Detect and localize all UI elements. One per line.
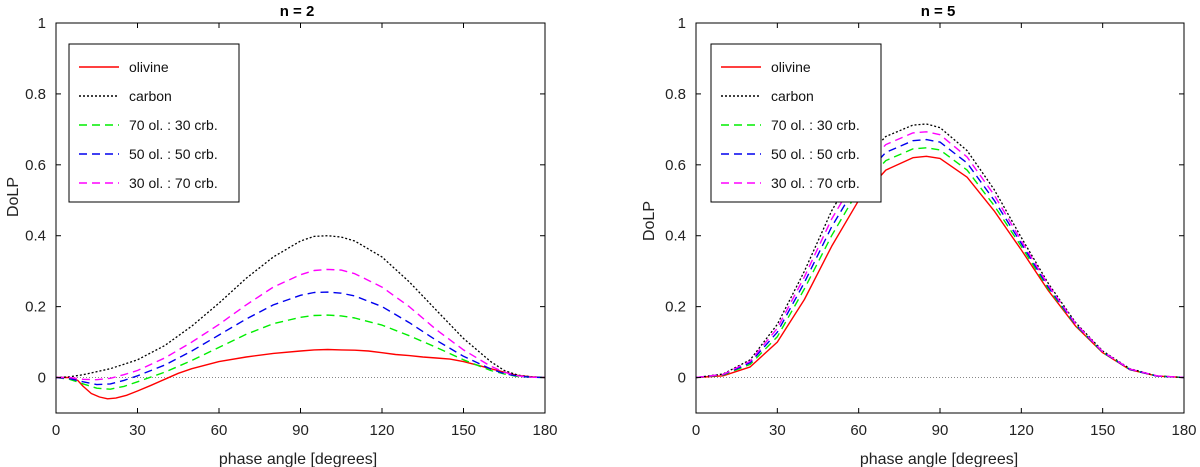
x-tick-label: 180 bbox=[532, 422, 557, 439]
y-tick-label: 1 bbox=[678, 15, 686, 32]
y-tick-label: 1 bbox=[38, 15, 46, 32]
x-tick-label: 120 bbox=[369, 422, 394, 439]
legend-label: olivine bbox=[771, 59, 811, 75]
y-tick-label: 0.6 bbox=[25, 157, 46, 174]
y-tick-label: 0.8 bbox=[25, 86, 46, 103]
chart-title: n = 5 bbox=[921, 3, 956, 20]
x-tick-label: 150 bbox=[1090, 422, 1115, 439]
x-tick-label: 150 bbox=[451, 422, 476, 439]
legend-label: 50 ol. : 50 crb. bbox=[129, 146, 218, 162]
series-line-2 bbox=[55, 314, 546, 390]
legend-label: 70 ol. : 30 crb. bbox=[129, 117, 218, 133]
x-tick-label: 90 bbox=[292, 422, 309, 439]
y-tick-label: 0 bbox=[678, 370, 686, 387]
legend-label: olivine bbox=[129, 59, 169, 75]
y-tick-label: 0.2 bbox=[25, 299, 46, 316]
legend-box bbox=[68, 43, 240, 203]
x-tick-label: 60 bbox=[850, 422, 867, 439]
legend-label: carbon bbox=[771, 88, 814, 104]
y-tick-label: 0.2 bbox=[665, 299, 686, 316]
legend-label: 30 ol. : 70 crb. bbox=[771, 175, 860, 191]
y-tick-label: 0.4 bbox=[665, 228, 686, 245]
legend: olivine carbon 70 ol. : 30 crb. 50 ol. : 50… bbox=[68, 43, 240, 203]
x-tick-label: 0 bbox=[52, 422, 60, 439]
x-axis-label: phase angle [degrees] bbox=[219, 451, 377, 467]
y-axis-label: DoLP bbox=[641, 201, 658, 241]
legend-label: carbon bbox=[129, 88, 172, 104]
x-tick-label: 0 bbox=[692, 422, 700, 439]
series-line-4 bbox=[695, 131, 1185, 379]
legend-label: 30 ol. : 70 crb. bbox=[129, 175, 218, 191]
x-tick-label: 60 bbox=[211, 422, 228, 439]
y-tick-label: 0.8 bbox=[665, 86, 686, 103]
chart-n2: n = 2 phase angle [degrees] DoLP 0 30 60 90… bbox=[5, 3, 558, 467]
y-tick-label: 0 bbox=[38, 370, 46, 387]
x-tick-label: 30 bbox=[129, 422, 146, 439]
series-line-1 bbox=[55, 235, 546, 379]
legend-box bbox=[710, 43, 882, 203]
x-tick-label: 30 bbox=[769, 422, 786, 439]
x-axis-label: phase angle [degrees] bbox=[860, 451, 1018, 467]
series-line-0 bbox=[56, 348, 546, 400]
series-line-4 bbox=[56, 268, 546, 381]
x-tick-label: 90 bbox=[932, 422, 949, 439]
legend: olivine carbon 70 ol. : 30 crb. 50 ol. : 50… bbox=[710, 43, 882, 203]
legend-label: 50 ol. : 50 crb. bbox=[771, 146, 860, 162]
y-tick-label: 0.4 bbox=[25, 228, 46, 245]
x-tick-label: 120 bbox=[1009, 422, 1034, 439]
series-line-3 bbox=[55, 291, 546, 386]
y-tick-label: 0.6 bbox=[665, 157, 686, 174]
x-tick-label: 180 bbox=[1171, 422, 1196, 439]
y-axis-label: DoLP bbox=[5, 177, 22, 217]
legend-label: 70 ol. : 30 crb. bbox=[771, 117, 860, 133]
chart-n5: n = 5 phase angle [degrees] DoLP 0 30 60 90… bbox=[641, 3, 1197, 467]
chart-title: n = 2 bbox=[280, 3, 315, 20]
